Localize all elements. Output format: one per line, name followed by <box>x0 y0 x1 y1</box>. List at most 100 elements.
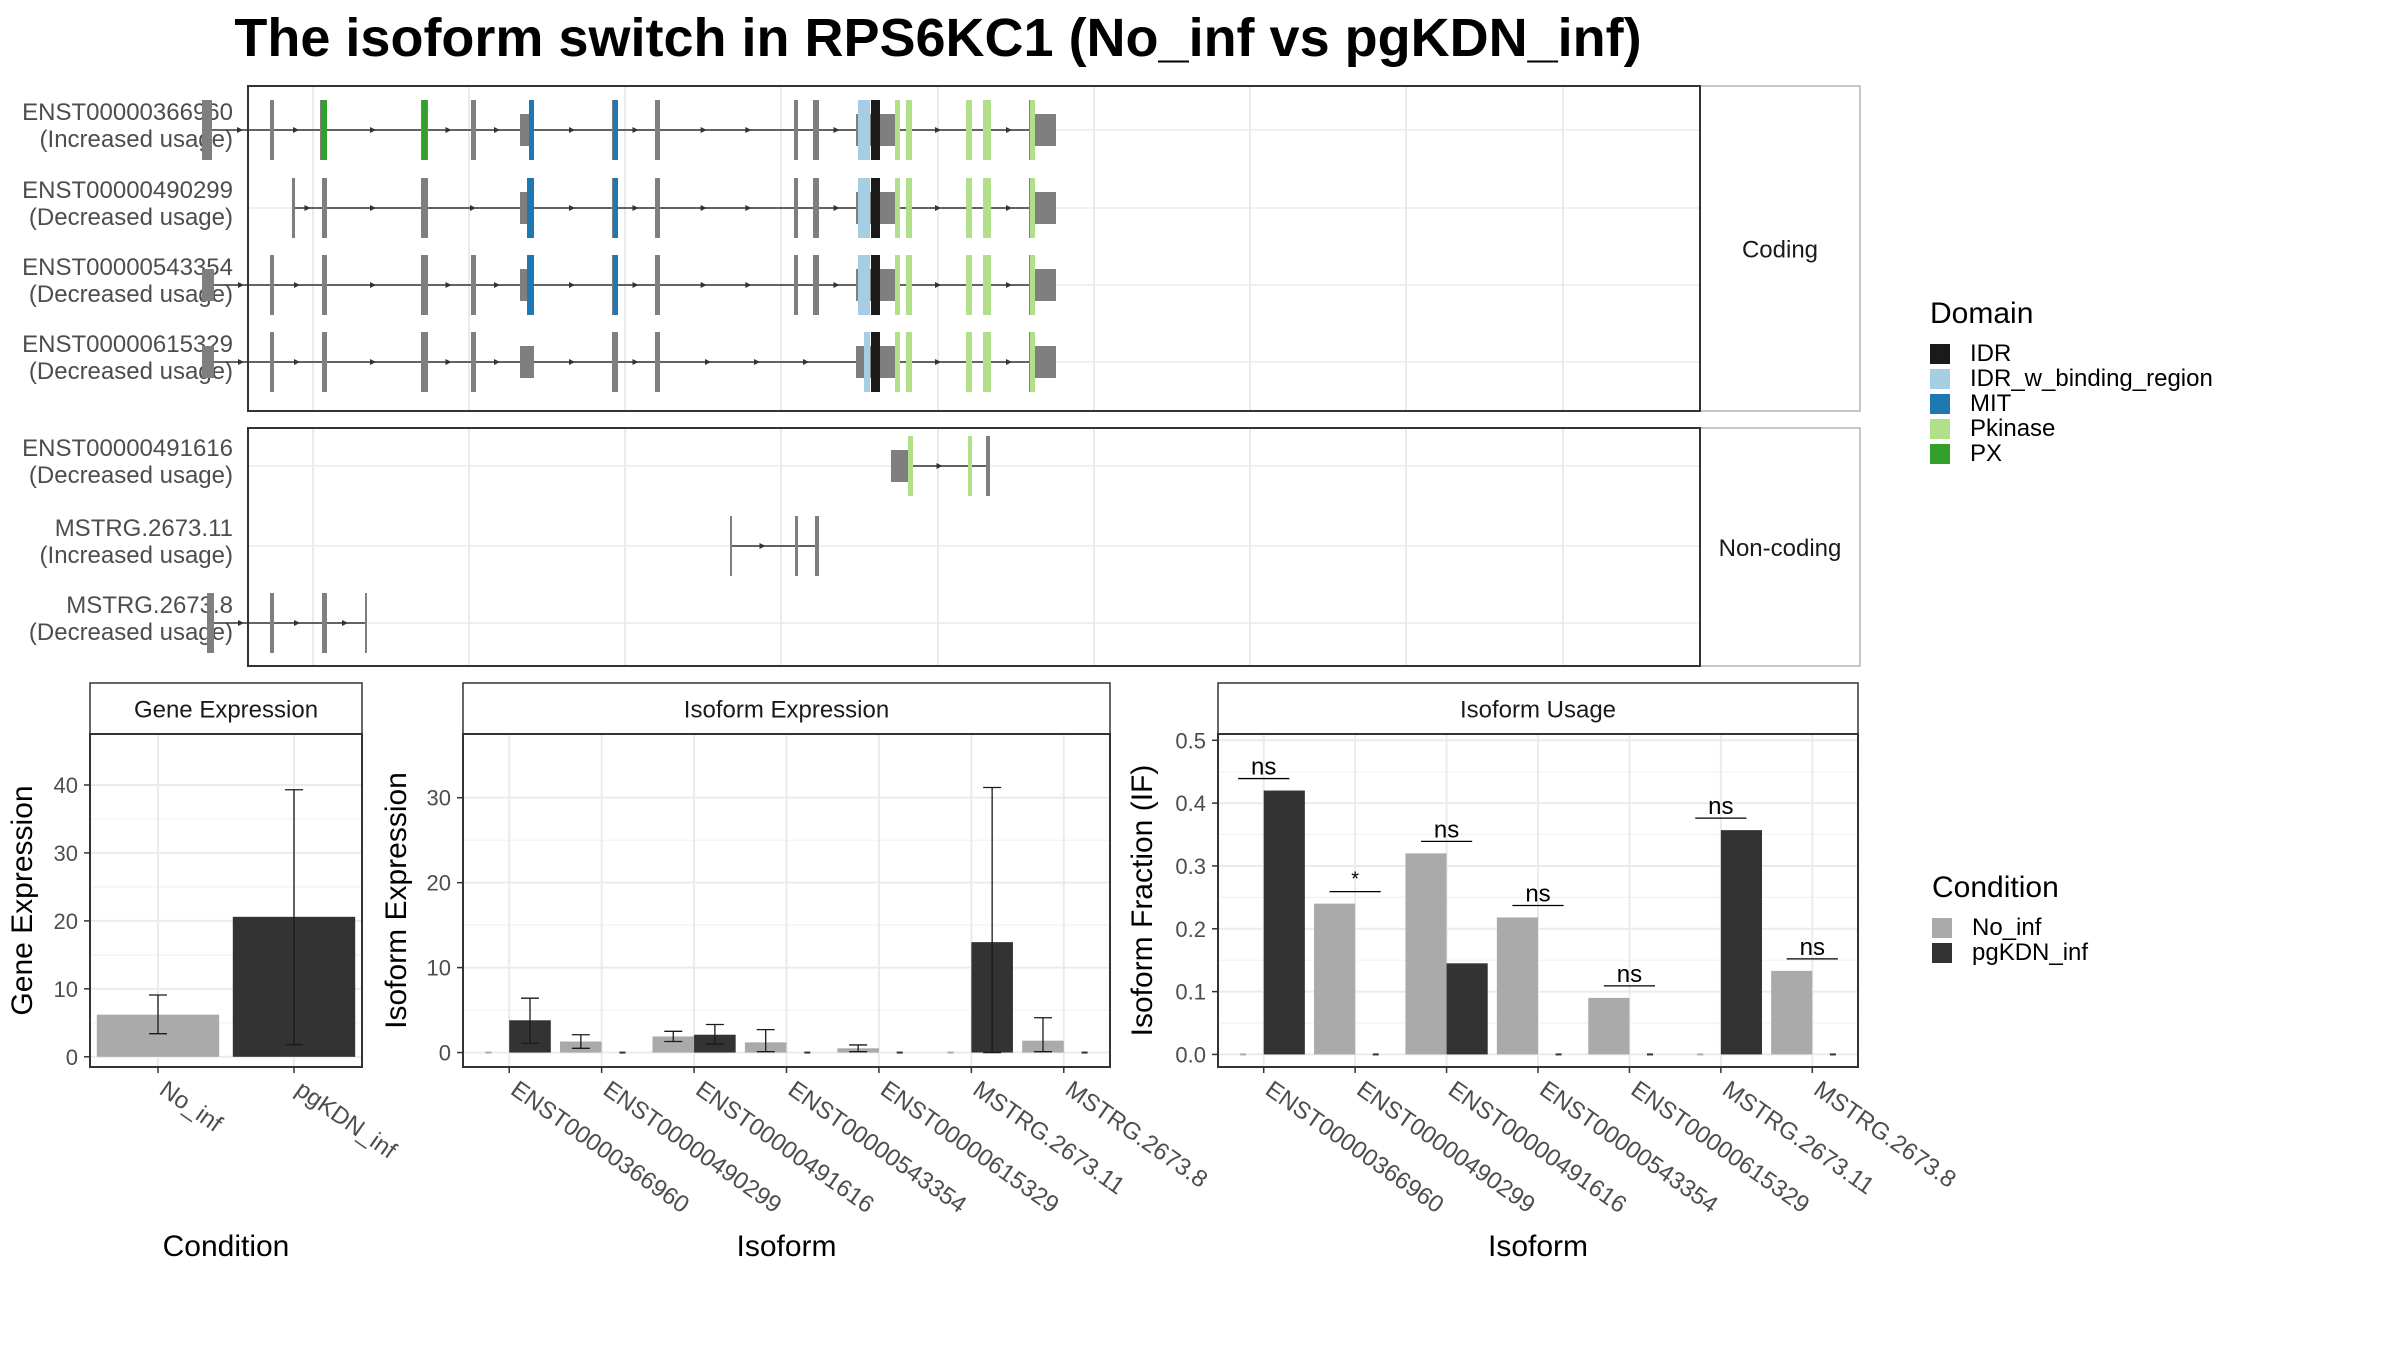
intron-arrow <box>1006 127 1012 133</box>
domain-Pkinase <box>983 332 991 392</box>
exon <box>202 100 212 160</box>
intron-arrow <box>632 282 639 288</box>
intron-arrow <box>342 620 348 626</box>
x-tick-label: pgKDN_inf <box>291 1076 402 1165</box>
x-axis-title: Condition <box>163 1230 290 1263</box>
exon <box>1035 269 1056 301</box>
condition-legend-title: Condition <box>1932 871 2059 904</box>
intron-arrow <box>494 127 500 133</box>
intron-arrow <box>569 359 575 365</box>
intron-arrow <box>700 205 707 211</box>
bar <box>1496 917 1538 1055</box>
domain-Pkinase <box>983 255 991 315</box>
legend-label-PX: PX <box>1970 440 2002 467</box>
exon <box>421 332 428 392</box>
domain-Pkinase <box>966 332 972 392</box>
y-tick-label: 0.3 <box>1175 854 1206 879</box>
domain-Pkinase <box>966 255 972 315</box>
intron-arrow <box>833 282 840 288</box>
intron-arrow <box>745 127 752 133</box>
figure-title: The isoform switch in RPS6KC1 (No_inf vs… <box>234 8 1641 68</box>
domain-MIT <box>613 255 618 315</box>
domain-PX <box>422 100 427 160</box>
intron-arrow <box>1006 282 1012 288</box>
x-tick-label: MSTRG.2673.11 <box>968 1076 1130 1200</box>
intron-arrow <box>569 205 575 211</box>
intron-arrow <box>936 463 943 469</box>
legend-label-no_inf: No_inf <box>1972 914 2042 941</box>
bar <box>1314 903 1356 1055</box>
exon <box>421 255 428 315</box>
exon <box>1035 192 1056 224</box>
domain-Pkinase <box>966 100 972 160</box>
intron-arrow <box>370 127 376 133</box>
domain-IDR_w_binding_region <box>864 332 870 392</box>
structure-panel-border <box>247 427 1701 667</box>
exon <box>813 100 819 160</box>
intron-arrow <box>759 543 766 549</box>
exon <box>655 255 660 315</box>
intron-arrow <box>935 205 941 211</box>
transcript-id-label: ENST00000543354 <box>22 254 233 281</box>
domain-MIT <box>527 255 534 315</box>
structure-panel-bg <box>248 428 1700 666</box>
legend-key-MIT <box>1930 394 1950 414</box>
intron-arrow <box>304 205 311 211</box>
domain-Pkinase <box>895 255 900 315</box>
strip-box <box>462 682 1111 735</box>
exon <box>655 100 660 160</box>
domain-Pkinase <box>968 436 972 496</box>
exon <box>471 100 476 160</box>
transcript-id-label: ENST00000615329 <box>22 331 233 358</box>
legend-label-MIT: MIT <box>1970 390 2012 417</box>
intron-arrow <box>705 359 711 365</box>
domain-Pkinase <box>1030 100 1035 160</box>
x-tick-label: No_inf <box>155 1076 228 1138</box>
domain-Pkinase <box>1030 178 1035 238</box>
y-tick-label: 0.0 <box>1175 1042 1206 1067</box>
exon <box>986 436 990 496</box>
intron-arrow <box>294 359 300 365</box>
significance-label: * <box>1351 869 1359 891</box>
intron-arrow <box>294 282 300 288</box>
domain-Pkinase <box>895 178 900 238</box>
intron-arrow <box>370 205 376 211</box>
exon <box>322 332 327 392</box>
strip-label: Non-coding <box>1719 535 1842 562</box>
domain-MIT <box>529 100 534 160</box>
strip-box <box>1699 427 1861 667</box>
bar <box>1263 790 1305 1055</box>
intron-arrow <box>632 205 639 211</box>
domain-IDR <box>871 178 880 238</box>
domain-Pkinase <box>1030 332 1035 392</box>
intron-arrow <box>494 359 500 365</box>
panel-border <box>89 733 363 1068</box>
exon <box>655 332 660 392</box>
y-tick-label: 0.5 <box>1175 728 1206 753</box>
significance-label: ns <box>1251 754 1276 781</box>
exon <box>612 332 618 392</box>
domain-IDR_w_binding_region <box>858 255 870 315</box>
intron-arrow <box>569 282 575 288</box>
exon <box>202 269 214 301</box>
y-axis-title: Isoform Expression <box>380 772 413 1029</box>
domain-legend-title: Domain <box>1930 297 2033 330</box>
domain-MIT <box>613 178 618 238</box>
significance-label: ns <box>1708 793 1733 820</box>
legend-key-Pkinase <box>1930 419 1950 439</box>
exon <box>365 593 367 653</box>
x-axis-title: Isoform <box>1488 1230 1588 1263</box>
exon <box>322 593 327 653</box>
bar <box>1405 853 1447 1055</box>
strip-label: Coding <box>1742 237 1818 264</box>
exon <box>421 178 428 238</box>
intron-arrow <box>238 282 244 288</box>
y-axis-title: Gene Expression <box>6 785 39 1015</box>
exon <box>1035 346 1056 378</box>
significance-label: ns <box>1525 880 1550 907</box>
strip-label: Isoform Usage <box>1460 697 1616 724</box>
domain-IDR <box>871 255 880 315</box>
y-tick-label: 0 <box>439 1041 451 1066</box>
intron-arrow <box>632 359 639 365</box>
